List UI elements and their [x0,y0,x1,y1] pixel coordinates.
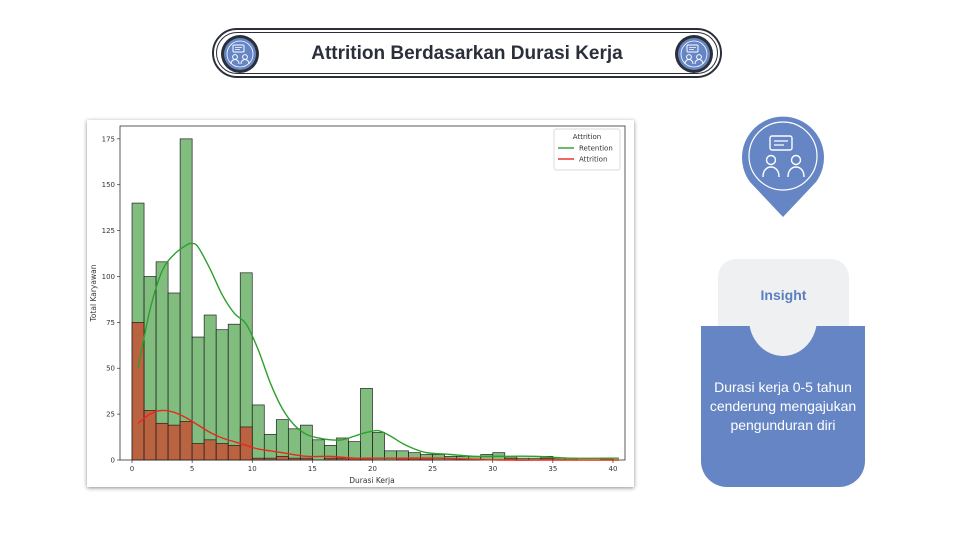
y-tick-label: 150 [102,181,115,189]
bar-attrition-2 [155,422,169,461]
x-tick-label: 35 [548,465,557,473]
legend-retention-label: Retention [579,145,613,153]
y-tick-label: 175 [102,135,115,143]
x-tick-label: 10 [248,465,257,473]
insight-notch [749,326,817,356]
y-tick-label: 25 [106,411,115,419]
y-axis-label: Total Karyawan [89,264,98,322]
bar-attrition-0 [131,322,145,461]
bar-attrition-5 [191,443,205,461]
bar-retention-10 [251,404,265,461]
bar-retention-14 [300,424,313,461]
y-tick-label: 0 [111,457,115,465]
bar-attrition-11 [263,457,277,461]
bar-attrition-6 [203,439,217,461]
bar-attrition-13 [287,457,301,461]
x-tick-label: 20 [368,465,377,473]
x-tick-label: 0 [130,465,134,473]
x-axis-label: Durasi Kerja [349,476,395,485]
bar-attrition-7 [215,443,229,461]
insight-label: Insight [760,287,807,303]
bar-retention-4 [179,138,193,461]
bar-retention-5 [191,336,205,461]
page-title: Attrition Berdasarkan Durasi Kerja [311,43,623,64]
x-tick-label: 25 [428,465,437,473]
legend: Attrition Retention Attrition [553,128,621,171]
bar-retention-16 [324,444,337,461]
x-tick-label: 30 [488,465,497,473]
team-discussion-icon [221,35,259,73]
chart-card: 0 5 10 15 20 25 30 35 40 0 25 50 75 100 125 150 175 Dur… [87,120,634,487]
x-tick-label: 15 [308,465,317,473]
bar-attrition-4 [179,421,193,461]
insight-card: Durasi kerja 0-5 tahun cenderung mengaju… [701,326,865,487]
y-tick-label: 125 [102,227,115,235]
bar-retention-25 [432,454,445,461]
insight-text: Durasi kerja 0-5 tahun cenderung mengaju… [709,379,857,433]
kde-line-retention [137,242,619,459]
y-tick-label: 75 [106,319,115,327]
legend-attrition-label: Attrition [579,156,607,164]
bar-attrition-8 [227,444,241,461]
bar-retention-11 [263,433,277,461]
bar-attrition-12 [275,455,289,461]
location-pin-team-icon [742,116,824,217]
bar-attrition-10 [251,457,265,461]
bar-retention-20 [372,432,385,461]
bar-attrition-16 [324,457,337,461]
legend-title: Attrition [573,133,601,141]
bar-retention-7 [215,329,229,461]
histogram-chart: 0 5 10 15 20 25 30 35 40 0 25 50 75 100 125 150 175 Dur… [89,125,626,485]
x-tick-label: 40 [609,465,618,473]
bar-retention-19 [360,388,373,461]
bar-attrition-14 [300,457,313,461]
insight-header [718,259,849,339]
title-banner: Attrition Berdasarkan Durasi Kerja [212,28,722,78]
bar-attrition-17 [336,457,349,461]
bar-attrition-3 [167,424,181,461]
bar-attrition-1 [143,410,157,461]
x-tick-label: 5 [190,465,194,473]
team-discussion-icon [675,35,713,73]
y-tick-label: 50 [106,365,115,373]
y-tick-label: 100 [102,273,115,281]
kde-line-attrition [137,409,619,461]
bar-retention-6 [203,314,217,461]
bar-retention-8 [227,323,241,461]
